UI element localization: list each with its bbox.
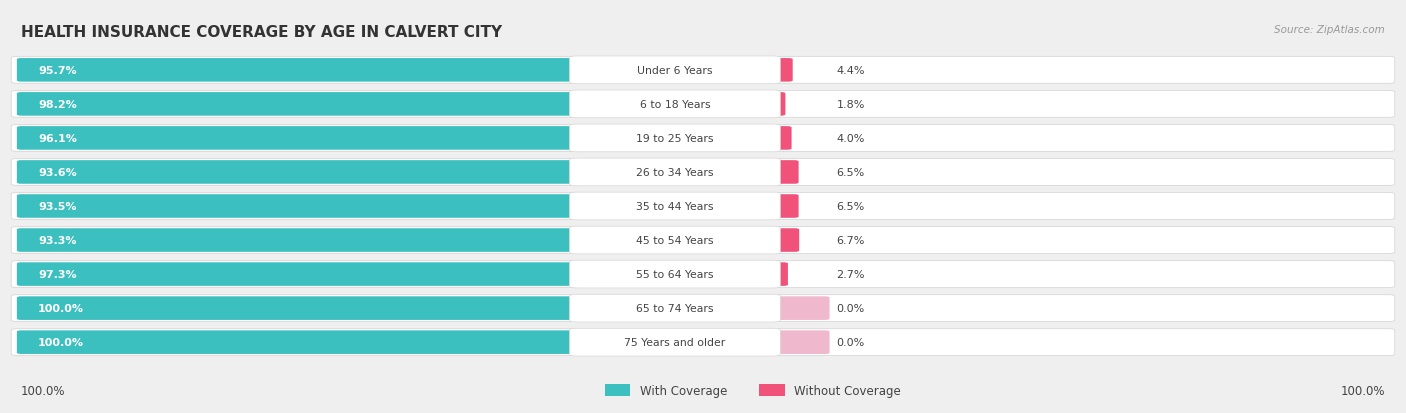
- FancyBboxPatch shape: [11, 125, 1395, 152]
- FancyBboxPatch shape: [569, 294, 780, 322]
- Text: 0.0%: 0.0%: [837, 337, 865, 347]
- Text: Source: ZipAtlas.com: Source: ZipAtlas.com: [1274, 25, 1385, 35]
- FancyBboxPatch shape: [569, 261, 780, 288]
- FancyBboxPatch shape: [605, 385, 630, 396]
- FancyBboxPatch shape: [17, 330, 679, 354]
- Text: 6 to 18 Years: 6 to 18 Years: [640, 100, 710, 109]
- Text: 26 to 34 Years: 26 to 34 Years: [636, 168, 714, 178]
- FancyBboxPatch shape: [11, 193, 1395, 220]
- FancyBboxPatch shape: [11, 329, 1395, 356]
- FancyBboxPatch shape: [569, 57, 780, 85]
- Text: 19 to 25 Years: 19 to 25 Years: [636, 133, 714, 144]
- FancyBboxPatch shape: [11, 159, 1395, 186]
- Text: 0.0%: 0.0%: [837, 304, 865, 313]
- Text: 100.0%: 100.0%: [38, 337, 84, 347]
- Text: 75 Years and older: 75 Years and older: [624, 337, 725, 347]
- FancyBboxPatch shape: [569, 91, 780, 119]
- FancyBboxPatch shape: [17, 297, 679, 320]
- Text: 1.8%: 1.8%: [837, 100, 865, 109]
- FancyBboxPatch shape: [759, 385, 785, 396]
- Text: 98.2%: 98.2%: [38, 100, 77, 109]
- FancyBboxPatch shape: [772, 330, 830, 354]
- FancyBboxPatch shape: [772, 161, 799, 184]
- Text: 6.7%: 6.7%: [837, 235, 865, 245]
- FancyBboxPatch shape: [569, 227, 780, 254]
- Text: 4.4%: 4.4%: [837, 66, 865, 76]
- Text: 97.3%: 97.3%: [38, 269, 76, 280]
- FancyBboxPatch shape: [569, 159, 780, 186]
- Text: 65 to 74 Years: 65 to 74 Years: [636, 304, 714, 313]
- FancyBboxPatch shape: [11, 91, 1395, 118]
- Text: 6.5%: 6.5%: [837, 168, 865, 178]
- Text: 95.7%: 95.7%: [38, 66, 76, 76]
- FancyBboxPatch shape: [772, 195, 799, 218]
- FancyBboxPatch shape: [11, 261, 1395, 288]
- Text: 45 to 54 Years: 45 to 54 Years: [636, 235, 714, 245]
- FancyBboxPatch shape: [772, 93, 786, 116]
- FancyBboxPatch shape: [569, 328, 780, 356]
- FancyBboxPatch shape: [772, 263, 787, 286]
- FancyBboxPatch shape: [11, 295, 1395, 322]
- FancyBboxPatch shape: [17, 93, 668, 116]
- Text: Without Coverage: Without Coverage: [794, 384, 901, 397]
- Text: 2.7%: 2.7%: [837, 269, 865, 280]
- FancyBboxPatch shape: [772, 59, 793, 83]
- FancyBboxPatch shape: [11, 227, 1395, 254]
- FancyBboxPatch shape: [569, 193, 780, 220]
- Text: Under 6 Years: Under 6 Years: [637, 66, 713, 76]
- Text: 96.1%: 96.1%: [38, 133, 77, 144]
- Text: With Coverage: With Coverage: [640, 384, 727, 397]
- Text: 93.5%: 93.5%: [38, 202, 76, 211]
- Text: 100.0%: 100.0%: [21, 384, 66, 397]
- Text: 100.0%: 100.0%: [38, 304, 84, 313]
- Text: 4.0%: 4.0%: [837, 133, 865, 144]
- Text: 55 to 64 Years: 55 to 64 Years: [636, 269, 714, 280]
- FancyBboxPatch shape: [17, 127, 654, 150]
- FancyBboxPatch shape: [17, 195, 637, 218]
- FancyBboxPatch shape: [569, 125, 780, 152]
- FancyBboxPatch shape: [11, 57, 1395, 84]
- Text: 93.6%: 93.6%: [38, 168, 77, 178]
- FancyBboxPatch shape: [17, 161, 637, 184]
- FancyBboxPatch shape: [17, 263, 661, 286]
- Text: 6.5%: 6.5%: [837, 202, 865, 211]
- Text: HEALTH INSURANCE COVERAGE BY AGE IN CALVERT CITY: HEALTH INSURANCE COVERAGE BY AGE IN CALV…: [21, 25, 502, 40]
- Text: 93.3%: 93.3%: [38, 235, 76, 245]
- FancyBboxPatch shape: [772, 229, 799, 252]
- Text: 35 to 44 Years: 35 to 44 Years: [636, 202, 714, 211]
- FancyBboxPatch shape: [17, 59, 651, 83]
- FancyBboxPatch shape: [772, 297, 830, 320]
- FancyBboxPatch shape: [772, 127, 792, 150]
- Text: 100.0%: 100.0%: [1340, 384, 1385, 397]
- FancyBboxPatch shape: [17, 229, 636, 252]
